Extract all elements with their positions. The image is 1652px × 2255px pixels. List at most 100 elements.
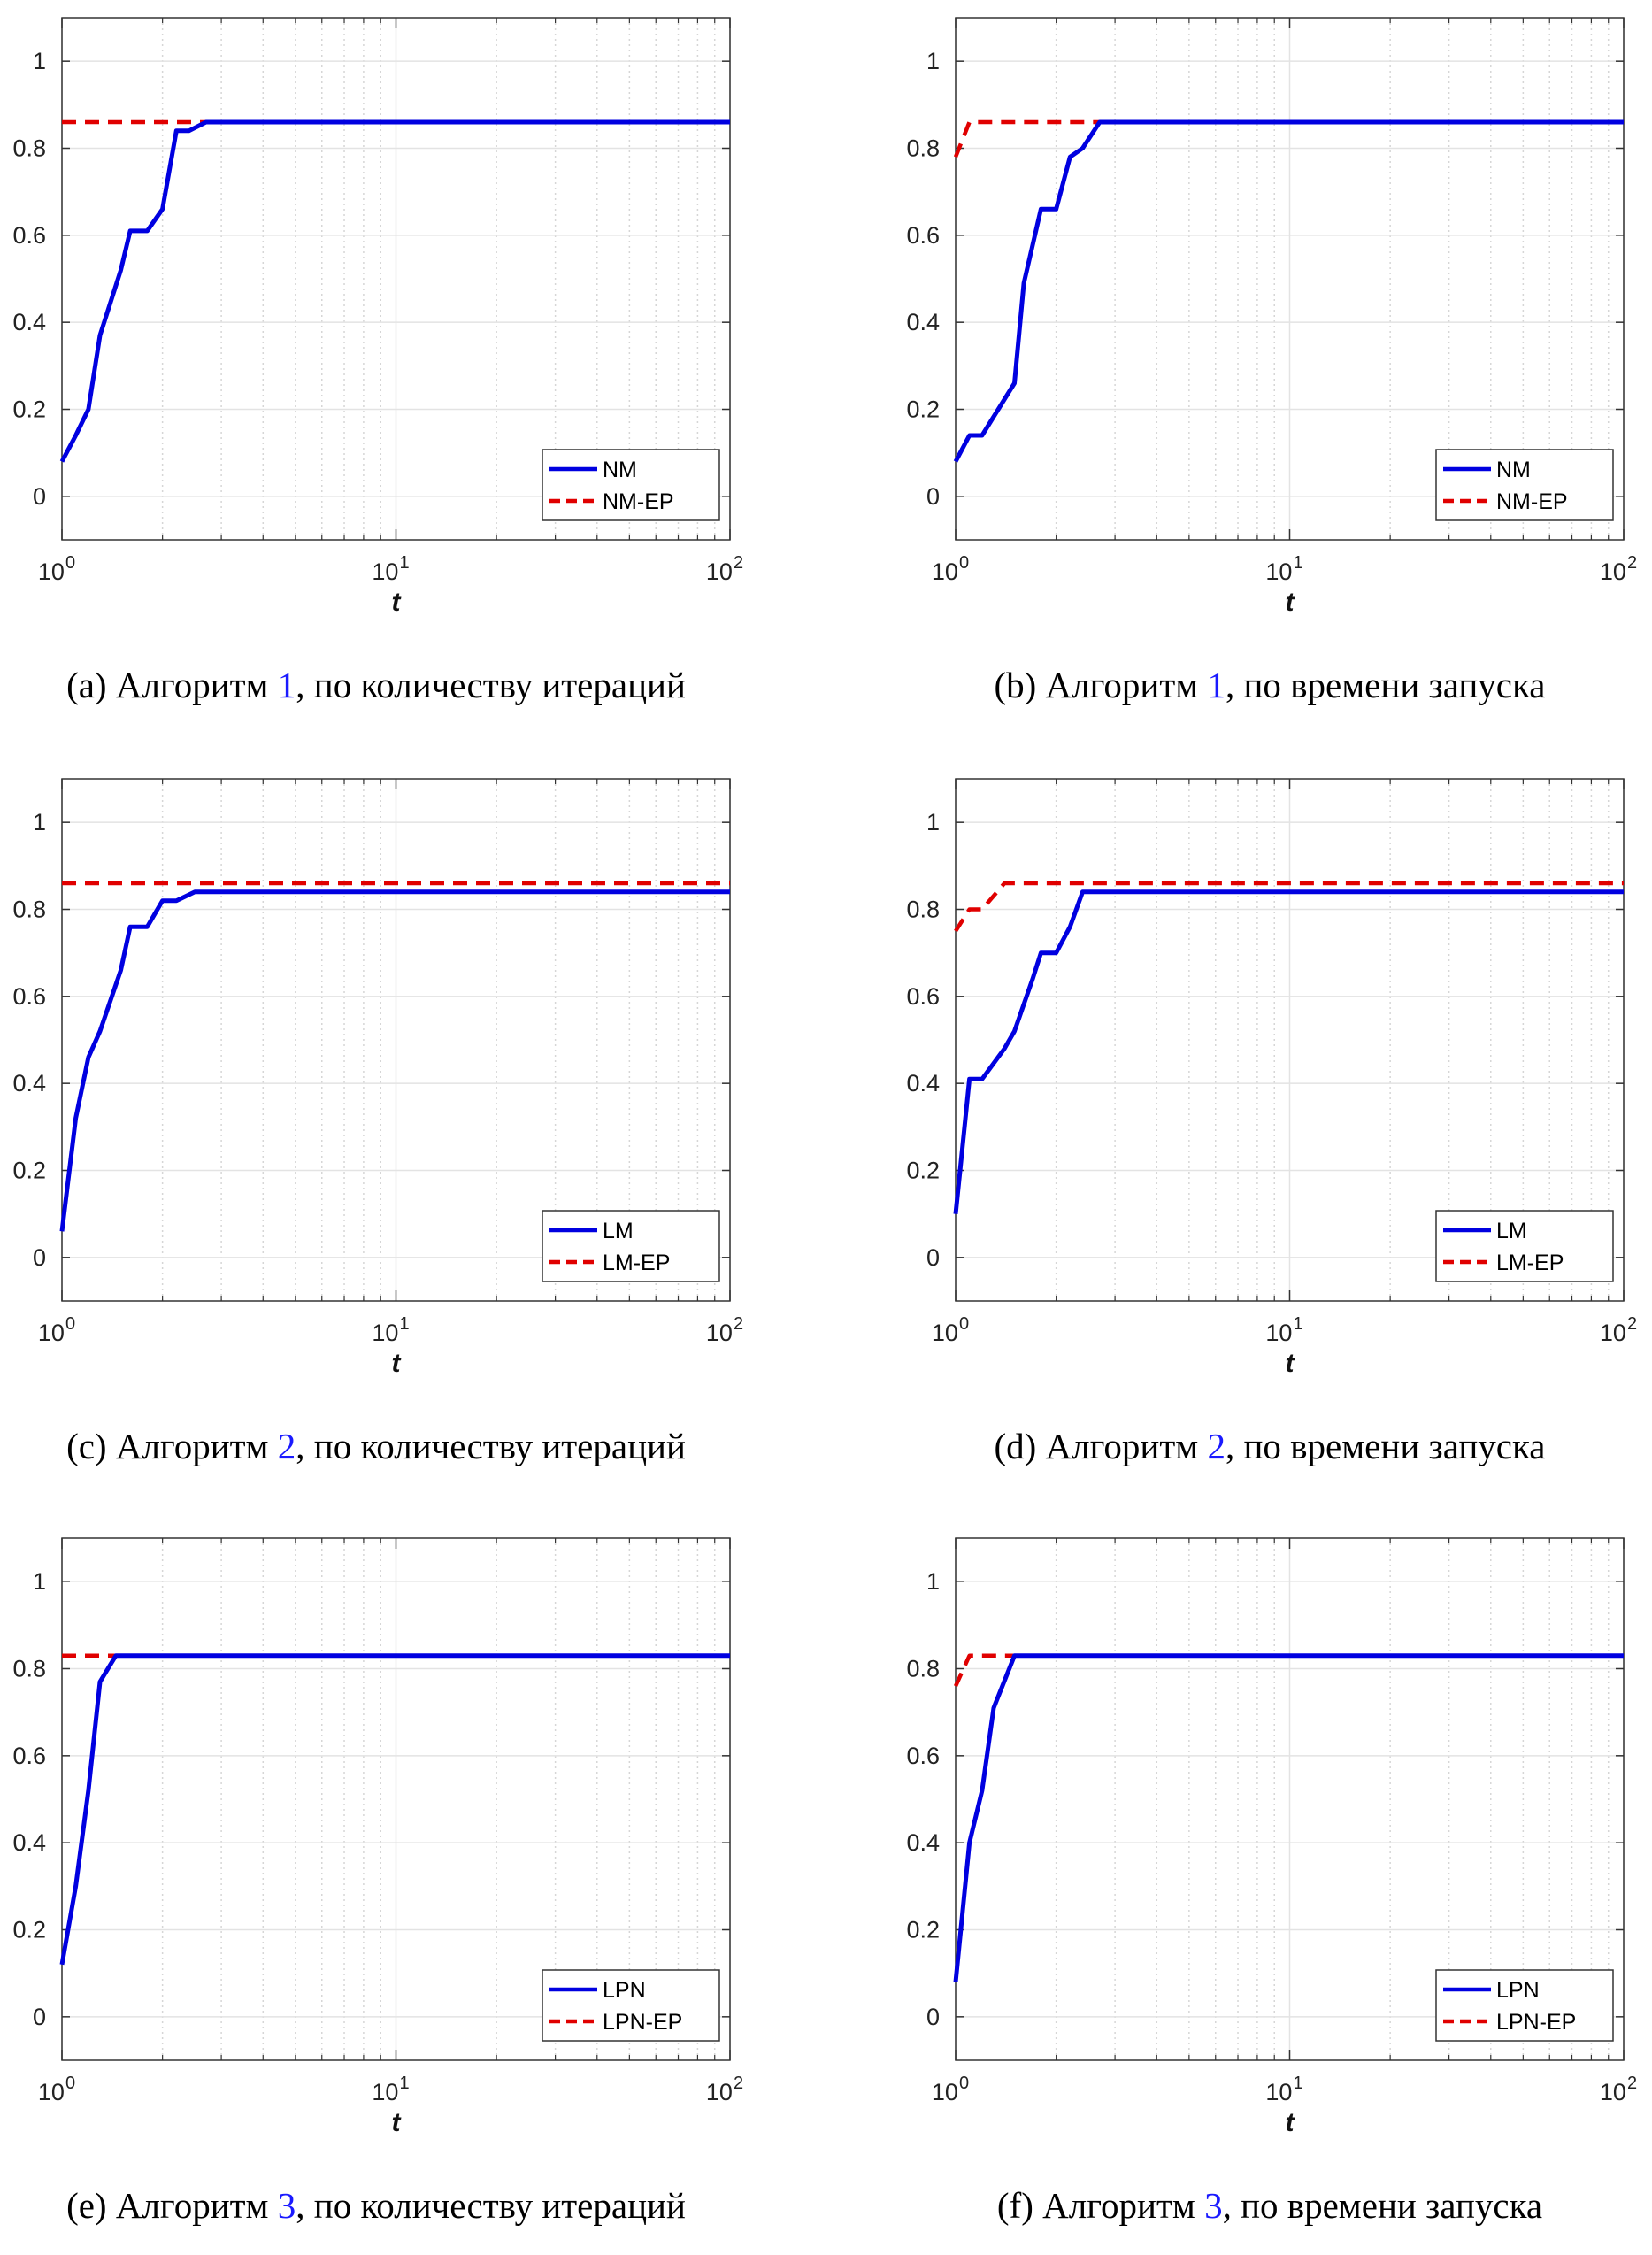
- x-tick-exponent: 2: [1627, 1314, 1637, 1334]
- x-tick-label: 102: [1600, 1314, 1637, 1346]
- panel-e: 0 0.2 0.4 0.6 0.8 1 100 101 102 t LPN LPN-EP (e) Ал…: [0, 1520, 796, 2255]
- y-tick-label: 0.2: [12, 1917, 46, 1943]
- x-tick-exponent: 1: [1293, 2074, 1302, 2093]
- x-tick-label: 101: [372, 1314, 409, 1346]
- grid-minor-c: [161, 779, 716, 1301]
- x-tick-label: 100: [932, 1314, 969, 1346]
- grid-minor-d: [1055, 779, 1610, 1301]
- tick-marks-b: [955, 18, 1625, 540]
- caption-f-ref[interactable]: 3: [1204, 2185, 1223, 2226]
- legend-box: [542, 1969, 720, 2042]
- grid-minor-f: [1055, 1538, 1610, 2060]
- panel-a: 0 0.2 0.4 0.6 0.8 1 100 101 102 t NM NM-EP (a) Алго…: [0, 0, 796, 735]
- x-tick-exponent: 2: [734, 1314, 743, 1334]
- x-tick-exponent: 1: [399, 553, 409, 573]
- x-tick-exponent: 2: [1627, 553, 1637, 573]
- y-tick-label: 0.4: [12, 1829, 46, 1856]
- legend-label: LPN-EP: [1496, 2010, 1576, 2035]
- x-tick-exponent: 2: [734, 2074, 743, 2093]
- y-tick-label: 0: [926, 1244, 940, 1271]
- x-tick-label: 100: [932, 553, 969, 585]
- x-tick-label: 102: [1600, 2074, 1637, 2105]
- x-axis-label: t: [392, 2108, 403, 2137]
- x-tick-label: 101: [1265, 2074, 1302, 2105]
- x-axis-label: t: [392, 588, 403, 617]
- y-tick-label: 0.6: [906, 983, 940, 1010]
- y-tick-label: 0.6: [12, 983, 46, 1010]
- series-line-lpn: [59, 1653, 730, 1966]
- x-tick-exponent: 2: [1627, 2074, 1637, 2093]
- grid-minor-b: [1055, 18, 1610, 540]
- tick-marks-d: [955, 779, 1625, 1301]
- legend-box: [1435, 1969, 1614, 2042]
- y-tick-label: 1: [33, 1568, 46, 1595]
- x-tick-label: 100: [38, 2074, 75, 2105]
- series-line-nm: [59, 119, 730, 463]
- legend-box: [542, 1210, 720, 1282]
- caption-e-suffix: , по количеству итераций: [296, 2185, 686, 2226]
- tick-marks-c: [61, 779, 731, 1301]
- x-tick-label: 101: [1265, 1314, 1302, 1346]
- tick-marks-e: [61, 1538, 731, 2060]
- x-axis-label: t: [392, 1349, 403, 1378]
- caption-d-ref[interactable]: 2: [1207, 1426, 1226, 1466]
- caption-a-ref[interactable]: 1: [277, 665, 296, 705]
- caption-f-prefix: (f) Алгоритм: [996, 2185, 1205, 2226]
- panel-d: 0 0.2 0.4 0.6 0.8 1 100 101 102 t LM LM-EP (d) Алго…: [894, 761, 1652, 1496]
- caption-c: (c) Алгоритм 2, по количеству итераций: [0, 1425, 752, 1467]
- x-tick-exponent: 0: [959, 553, 969, 573]
- legend-box: [542, 449, 720, 521]
- y-tick-label: 0.2: [906, 396, 940, 423]
- y-tick-label: 0: [33, 2004, 46, 2030]
- legend-label: LPN-EP: [603, 2010, 682, 2035]
- y-tick-label: 0.8: [906, 135, 940, 162]
- y-tick-label: 0.2: [906, 1158, 940, 1184]
- caption-b: (b) Алгоритм 1, по времени запуска: [894, 664, 1646, 706]
- x-tick-exponent: 1: [1293, 1314, 1302, 1334]
- x-tick-label: 100: [932, 2074, 969, 2105]
- series-line-lm: [953, 889, 1624, 1214]
- y-tick-label: 0.4: [906, 1829, 940, 1856]
- x-tick-label: 100: [38, 1314, 75, 1346]
- legend-a: NM NM-EP: [542, 449, 720, 521]
- caption-a: (a) Алгоритм 1, по количеству итераций: [0, 664, 752, 706]
- legend-box: [1435, 449, 1614, 521]
- legend-d: LM LM-EP: [1435, 1210, 1614, 1282]
- x-tick-label: 102: [1600, 553, 1637, 585]
- x-tick-label: 101: [372, 553, 409, 585]
- x-tick-exponent: 1: [1293, 553, 1302, 573]
- caption-b-ref[interactable]: 1: [1207, 665, 1226, 705]
- grid-minor-a: [161, 18, 716, 540]
- caption-c-ref[interactable]: 2: [277, 1426, 296, 1466]
- y-tick-label: 0.2: [12, 1158, 46, 1184]
- y-tick-label: 1: [926, 809, 940, 835]
- caption-e-ref[interactable]: 3: [277, 2185, 296, 2226]
- x-tick-exponent: 0: [65, 553, 75, 573]
- legend-label: NM: [603, 458, 637, 482]
- y-tick-label: 0.2: [906, 1917, 940, 1943]
- y-tick-label: 0.2: [12, 396, 46, 423]
- panel-c: 0 0.2 0.4 0.6 0.8 1 100 101 102 t LM LM-EP (c) Алго…: [0, 761, 796, 1496]
- caption-c-prefix: (c) Алгоритм: [66, 1426, 278, 1466]
- x-tick-label: 101: [372, 2074, 409, 2105]
- x-axis-label: t: [1286, 1349, 1296, 1378]
- caption-d-suffix: , по времени запуска: [1225, 1426, 1546, 1466]
- y-tick-label: 1: [33, 48, 46, 74]
- y-tick-label: 0.4: [12, 1070, 46, 1097]
- y-tick-label: 0.8: [12, 897, 46, 923]
- caption-c-suffix: , по количеству итераций: [296, 1426, 686, 1466]
- y-tick-label: 0: [33, 1244, 46, 1271]
- x-axis-label: t: [1286, 588, 1296, 617]
- caption-a-suffix: , по количеству итераций: [296, 665, 686, 705]
- panel-f: 0 0.2 0.4 0.6 0.8 1 100 101 102 t LPN LPN-EP (f) Ал…: [894, 1520, 1652, 2255]
- legend-label: NM-EP: [603, 489, 674, 514]
- y-tick-label: 0.6: [906, 222, 940, 249]
- y-tick-label: 0.8: [12, 135, 46, 162]
- legend-label: LPN: [1496, 1978, 1540, 2003]
- caption-e: (e) Алгоритм 3, по количеству итераций: [0, 2184, 752, 2227]
- caption-e-prefix: (e) Алгоритм: [66, 2185, 278, 2226]
- legend-b: NM NM-EP: [1435, 449, 1614, 521]
- x-tick-exponent: 0: [959, 2074, 969, 2093]
